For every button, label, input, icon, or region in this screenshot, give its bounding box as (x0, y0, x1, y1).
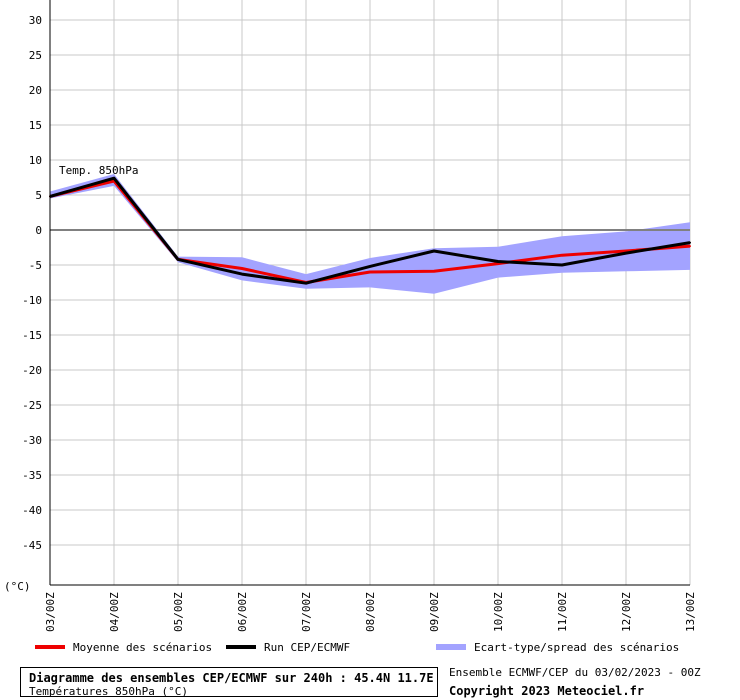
legend-run: Run CEP/ECMWF (226, 637, 350, 657)
x-tick-label: 10/00Z (492, 592, 505, 632)
mean-series-point (433, 270, 435, 273)
copyright: Copyright 2023 Meteociel.fr (449, 684, 645, 698)
mean-series-point (689, 245, 691, 248)
run-series-point (177, 258, 179, 261)
run-series-point (561, 264, 563, 266)
run-series-point (113, 177, 115, 180)
y-tick-label: 20 (29, 84, 42, 97)
run-series-point (433, 250, 435, 252)
x-tick-labels: 03/00Z 04/00Z 05/00Z 06/00Z 07/00Z 08/00Z 09/0… (44, 592, 697, 632)
run-series-point (241, 273, 243, 276)
x-tick-label: 11/00Z (556, 592, 569, 632)
y-tick-label: 30 (29, 14, 42, 27)
y-tick-label: -35 (22, 469, 42, 482)
y-tick-label: 10 (29, 154, 42, 167)
x-tick-label: 05/00Z (172, 592, 185, 632)
series-lines (49, 176, 691, 285)
legend-mean-label: Moyenne des scénarios (73, 640, 213, 654)
x-tick-label: 04/00Z (108, 592, 121, 632)
y-tick-label: -40 (22, 504, 42, 517)
legend-spread: Ecart-type/spread des scénarios (436, 637, 679, 657)
y-tick-label: 15 (29, 119, 42, 132)
y-tick-label: -15 (22, 329, 42, 342)
run-series-point (625, 252, 627, 255)
mean-series-point (369, 271, 371, 273)
y-unit-label: (°C) (4, 580, 31, 593)
legend-spread-label: Ecart-type/spread des scénarios (474, 640, 680, 654)
x-tick-label: 08/00Z (364, 592, 377, 632)
run-series-point (369, 265, 371, 268)
ensemble-chart: 30 25 20 15 10 5 0 -5 -10 -15 -20 -25 -30 -35 -40 -45 0… (4, 0, 697, 632)
run-series-point (305, 282, 307, 285)
chart-axes (49, 0, 690, 586)
legend-run-label: Run CEP/ECMWF (264, 640, 351, 654)
mean-series-point (497, 262, 499, 265)
x-tick-label: 09/00Z (428, 592, 441, 632)
legend-mean: Moyenne des scénarios (35, 637, 212, 657)
legend-run-swatch (226, 645, 256, 649)
y-tick-label: -5 (29, 259, 42, 272)
x-tick-label: 03/00Z (44, 592, 57, 632)
x-tick-label: 12/00Z (620, 592, 633, 632)
y-tick-label: -45 (22, 539, 42, 552)
mean-series-point (561, 254, 563, 257)
x-tick-label: 06/00Z (236, 592, 249, 632)
mean-series-point (241, 267, 243, 270)
footer-title: Diagramme des ensembles CEP/ECMWF sur 24… (29, 671, 434, 685)
y-tick-label: -10 (22, 294, 42, 307)
chart-grid (49, 0, 691, 585)
run-series-point (689, 241, 691, 244)
x-tick-label: 13/00Z (684, 592, 697, 632)
y-tick-labels: 30 25 20 15 10 5 0 -5 -10 -15 -20 -25 -30 -35 -40 -45 (22, 14, 42, 552)
footer-subtitle: Températures 850hPa (°C) (29, 685, 188, 698)
run-info: Ensemble ECMWF/CEP du 03/02/2023 - 00Z (449, 666, 701, 679)
footer-title-box: Diagramme des ensembles CEP/ECMWF sur 24… (20, 667, 438, 698)
y-tick-label: 0 (35, 224, 42, 237)
run-series-point (497, 260, 499, 263)
chart-annotation: Temp. 850hPa (59, 164, 138, 177)
y-tick-label: -20 (22, 364, 42, 377)
y-tick-label: 25 (29, 49, 42, 62)
legend-mean-swatch (35, 645, 65, 649)
legend-spread-swatch (436, 644, 466, 650)
y-tick-label: -25 (22, 399, 42, 412)
x-tick-label: 07/00Z (300, 592, 313, 632)
y-tick-label: -30 (22, 434, 42, 447)
y-tick-label: 5 (35, 189, 42, 202)
